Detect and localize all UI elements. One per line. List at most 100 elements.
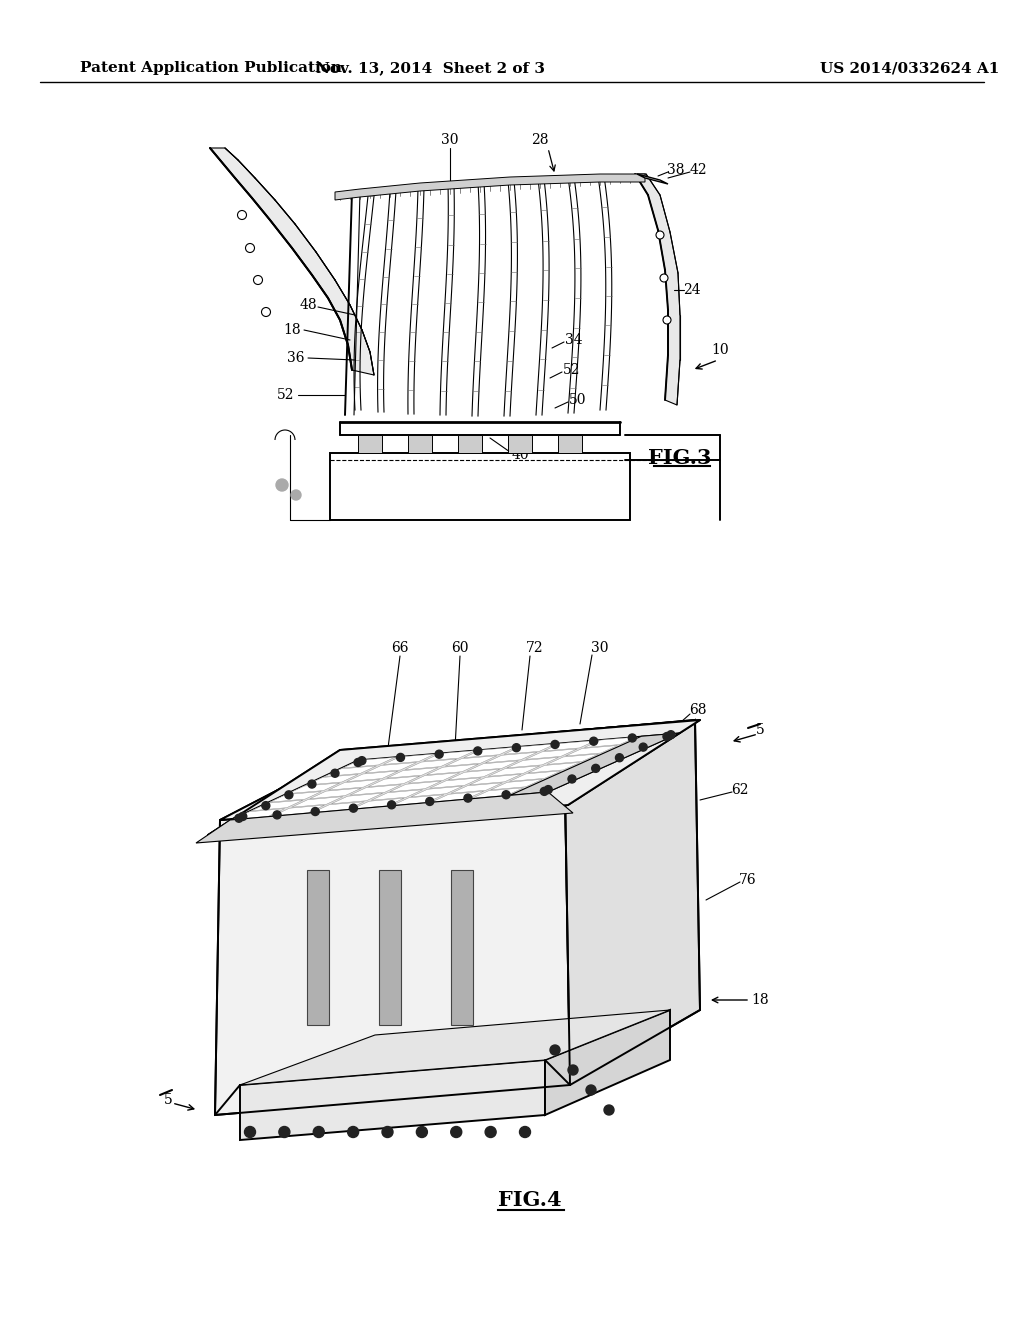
Polygon shape (240, 1060, 545, 1140)
Circle shape (426, 797, 434, 805)
Circle shape (656, 231, 664, 239)
Polygon shape (512, 784, 563, 795)
Polygon shape (587, 751, 639, 762)
Polygon shape (329, 780, 380, 791)
Text: 10: 10 (712, 343, 729, 356)
Circle shape (246, 243, 255, 252)
Circle shape (435, 750, 443, 758)
Polygon shape (215, 789, 570, 1115)
Circle shape (311, 808, 319, 816)
Polygon shape (369, 776, 420, 787)
Polygon shape (504, 744, 556, 754)
Polygon shape (508, 436, 532, 453)
Circle shape (541, 787, 548, 796)
Circle shape (308, 780, 316, 788)
Polygon shape (392, 795, 443, 805)
Circle shape (451, 1126, 462, 1138)
Circle shape (262, 801, 269, 809)
Text: FIG.4: FIG.4 (499, 1191, 562, 1210)
Polygon shape (292, 797, 343, 808)
Text: 18: 18 (284, 323, 301, 337)
Circle shape (417, 1126, 427, 1138)
Polygon shape (485, 752, 537, 763)
Text: Patent Application Publication: Patent Application Publication (80, 61, 342, 75)
Polygon shape (424, 751, 475, 762)
Polygon shape (451, 870, 473, 1026)
Polygon shape (252, 800, 303, 810)
Polygon shape (379, 870, 401, 1026)
Circle shape (388, 801, 395, 809)
Polygon shape (637, 174, 668, 183)
Text: 18: 18 (752, 993, 769, 1007)
Polygon shape (565, 719, 700, 1085)
Polygon shape (525, 748, 578, 759)
Polygon shape (210, 148, 374, 375)
Circle shape (276, 479, 288, 491)
Polygon shape (409, 772, 460, 783)
Polygon shape (358, 436, 382, 453)
Circle shape (238, 210, 247, 219)
Polygon shape (233, 809, 285, 820)
Polygon shape (530, 776, 583, 787)
Polygon shape (390, 781, 441, 792)
Polygon shape (196, 792, 573, 843)
Polygon shape (451, 783, 503, 793)
Polygon shape (408, 436, 432, 453)
Circle shape (502, 791, 510, 799)
Polygon shape (383, 754, 435, 764)
Text: US 2014/0332624 A1: US 2014/0332624 A1 (820, 61, 999, 75)
Polygon shape (565, 746, 617, 756)
Text: 68: 68 (689, 704, 707, 717)
Circle shape (234, 814, 243, 822)
Circle shape (382, 1126, 393, 1138)
Text: 34: 34 (565, 333, 583, 347)
Polygon shape (544, 741, 596, 751)
Circle shape (291, 490, 301, 500)
Polygon shape (510, 771, 561, 781)
Circle shape (354, 759, 362, 767)
Circle shape (245, 1126, 256, 1138)
Circle shape (592, 764, 600, 772)
Polygon shape (307, 870, 329, 1026)
Polygon shape (510, 733, 680, 796)
Text: 62: 62 (731, 783, 749, 797)
Circle shape (660, 275, 668, 282)
Polygon shape (325, 766, 377, 776)
Polygon shape (387, 768, 438, 777)
Text: 76: 76 (739, 873, 757, 887)
Circle shape (279, 1126, 290, 1138)
Polygon shape (220, 719, 695, 820)
Circle shape (544, 785, 552, 793)
Polygon shape (406, 759, 457, 770)
Polygon shape (330, 453, 630, 520)
Circle shape (349, 804, 357, 812)
Polygon shape (549, 767, 601, 777)
Text: 48: 48 (299, 298, 316, 312)
Polygon shape (289, 783, 340, 793)
Circle shape (474, 747, 481, 755)
Text: Nov. 13, 2014  Sheet 2 of 3: Nov. 13, 2014 Sheet 2 of 3 (315, 61, 545, 75)
Polygon shape (558, 436, 582, 453)
Polygon shape (352, 799, 404, 809)
Text: 28: 28 (531, 133, 549, 147)
Polygon shape (467, 760, 518, 771)
Circle shape (396, 754, 404, 762)
Circle shape (347, 1126, 358, 1138)
Circle shape (313, 1126, 325, 1138)
Circle shape (239, 812, 247, 821)
Polygon shape (606, 742, 657, 752)
Polygon shape (464, 747, 515, 758)
Circle shape (663, 733, 671, 741)
Circle shape (273, 810, 282, 818)
Circle shape (639, 743, 647, 751)
Circle shape (615, 754, 624, 762)
Polygon shape (568, 759, 620, 770)
Polygon shape (625, 734, 677, 744)
Polygon shape (332, 793, 383, 804)
Polygon shape (335, 174, 645, 201)
Polygon shape (430, 777, 481, 788)
Polygon shape (240, 1010, 670, 1085)
Circle shape (551, 741, 559, 748)
Polygon shape (545, 1010, 670, 1115)
Polygon shape (449, 770, 500, 780)
